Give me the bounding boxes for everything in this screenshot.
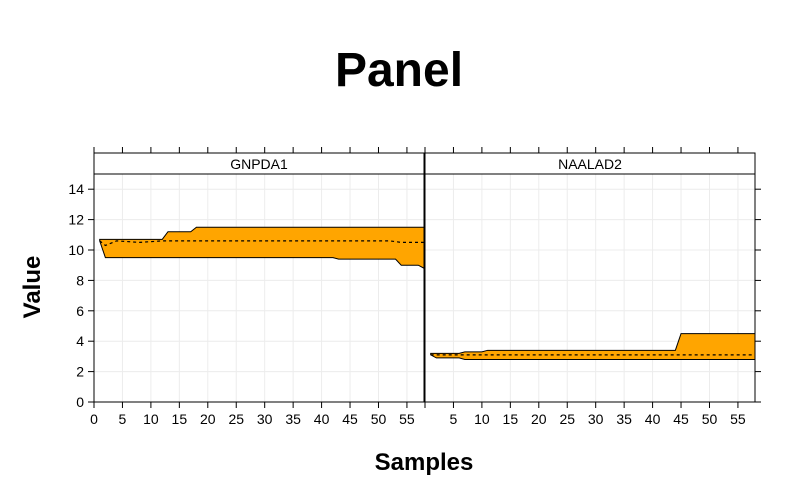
panel-2-x-tick-label: 20 bbox=[531, 411, 547, 427]
y-axis-title: Value bbox=[19, 256, 46, 319]
panel-1-median-line bbox=[99, 240, 424, 247]
y-tick-label: 6 bbox=[76, 303, 84, 319]
panel-2-x-tick-label: 55 bbox=[730, 411, 746, 427]
y-tick-label: 4 bbox=[76, 333, 84, 349]
y-tick-label: 2 bbox=[76, 364, 84, 380]
panel-1-x-tick-label: 5 bbox=[119, 411, 127, 427]
panel-2-x-tick-label: 15 bbox=[503, 411, 519, 427]
panel-2-x-tick-label: 10 bbox=[474, 411, 490, 427]
y-tick-label: 8 bbox=[76, 272, 84, 288]
y-tick-label: 14 bbox=[68, 181, 84, 197]
panel-2-band bbox=[430, 333, 756, 360]
y-tick-label: 0 bbox=[76, 394, 84, 410]
panel-1-x-tick-label: 30 bbox=[257, 411, 273, 427]
panel-1-x-tick-label: 25 bbox=[228, 411, 244, 427]
x-axis-title: Samples bbox=[375, 449, 474, 476]
panel-2-x-tick-label: 45 bbox=[673, 411, 689, 427]
panel-1-x-tick-label: 50 bbox=[371, 411, 387, 427]
panel-1-x-tick-label: 45 bbox=[342, 411, 358, 427]
panel-1-strip-label: GNPDA1 bbox=[230, 156, 288, 172]
panel-2-x-tick-label: 25 bbox=[559, 411, 575, 427]
panel-1-x-tick-label: 55 bbox=[399, 411, 415, 427]
panel-1-x-tick-label: 10 bbox=[143, 411, 159, 427]
y-tick-label: 10 bbox=[68, 242, 84, 258]
panel-1-x-tick-label: 35 bbox=[285, 411, 301, 427]
panel-1-border bbox=[93, 173, 425, 403]
panel-1-x-tick-label: 20 bbox=[200, 411, 216, 427]
panel-2-x-tick-label: 40 bbox=[645, 411, 661, 427]
panel-2-x-tick-label: 5 bbox=[450, 411, 458, 427]
panel-2-border bbox=[424, 173, 756, 403]
panel-1-x-tick-label: 40 bbox=[314, 411, 330, 427]
panel-2-x-tick-label: 50 bbox=[702, 411, 718, 427]
panel-2-x-tick-label: 30 bbox=[588, 411, 604, 427]
panel-2-strip-label: NAALAD2 bbox=[558, 156, 622, 172]
chart-title: Panel bbox=[335, 44, 463, 97]
panel-1-x-tick-label: 0 bbox=[90, 411, 98, 427]
panel-1-band bbox=[99, 226, 425, 270]
panel-1-x-tick-label: 15 bbox=[172, 411, 188, 427]
y-tick-label: 12 bbox=[68, 212, 84, 228]
panel-2-x-tick-label: 35 bbox=[616, 411, 632, 427]
